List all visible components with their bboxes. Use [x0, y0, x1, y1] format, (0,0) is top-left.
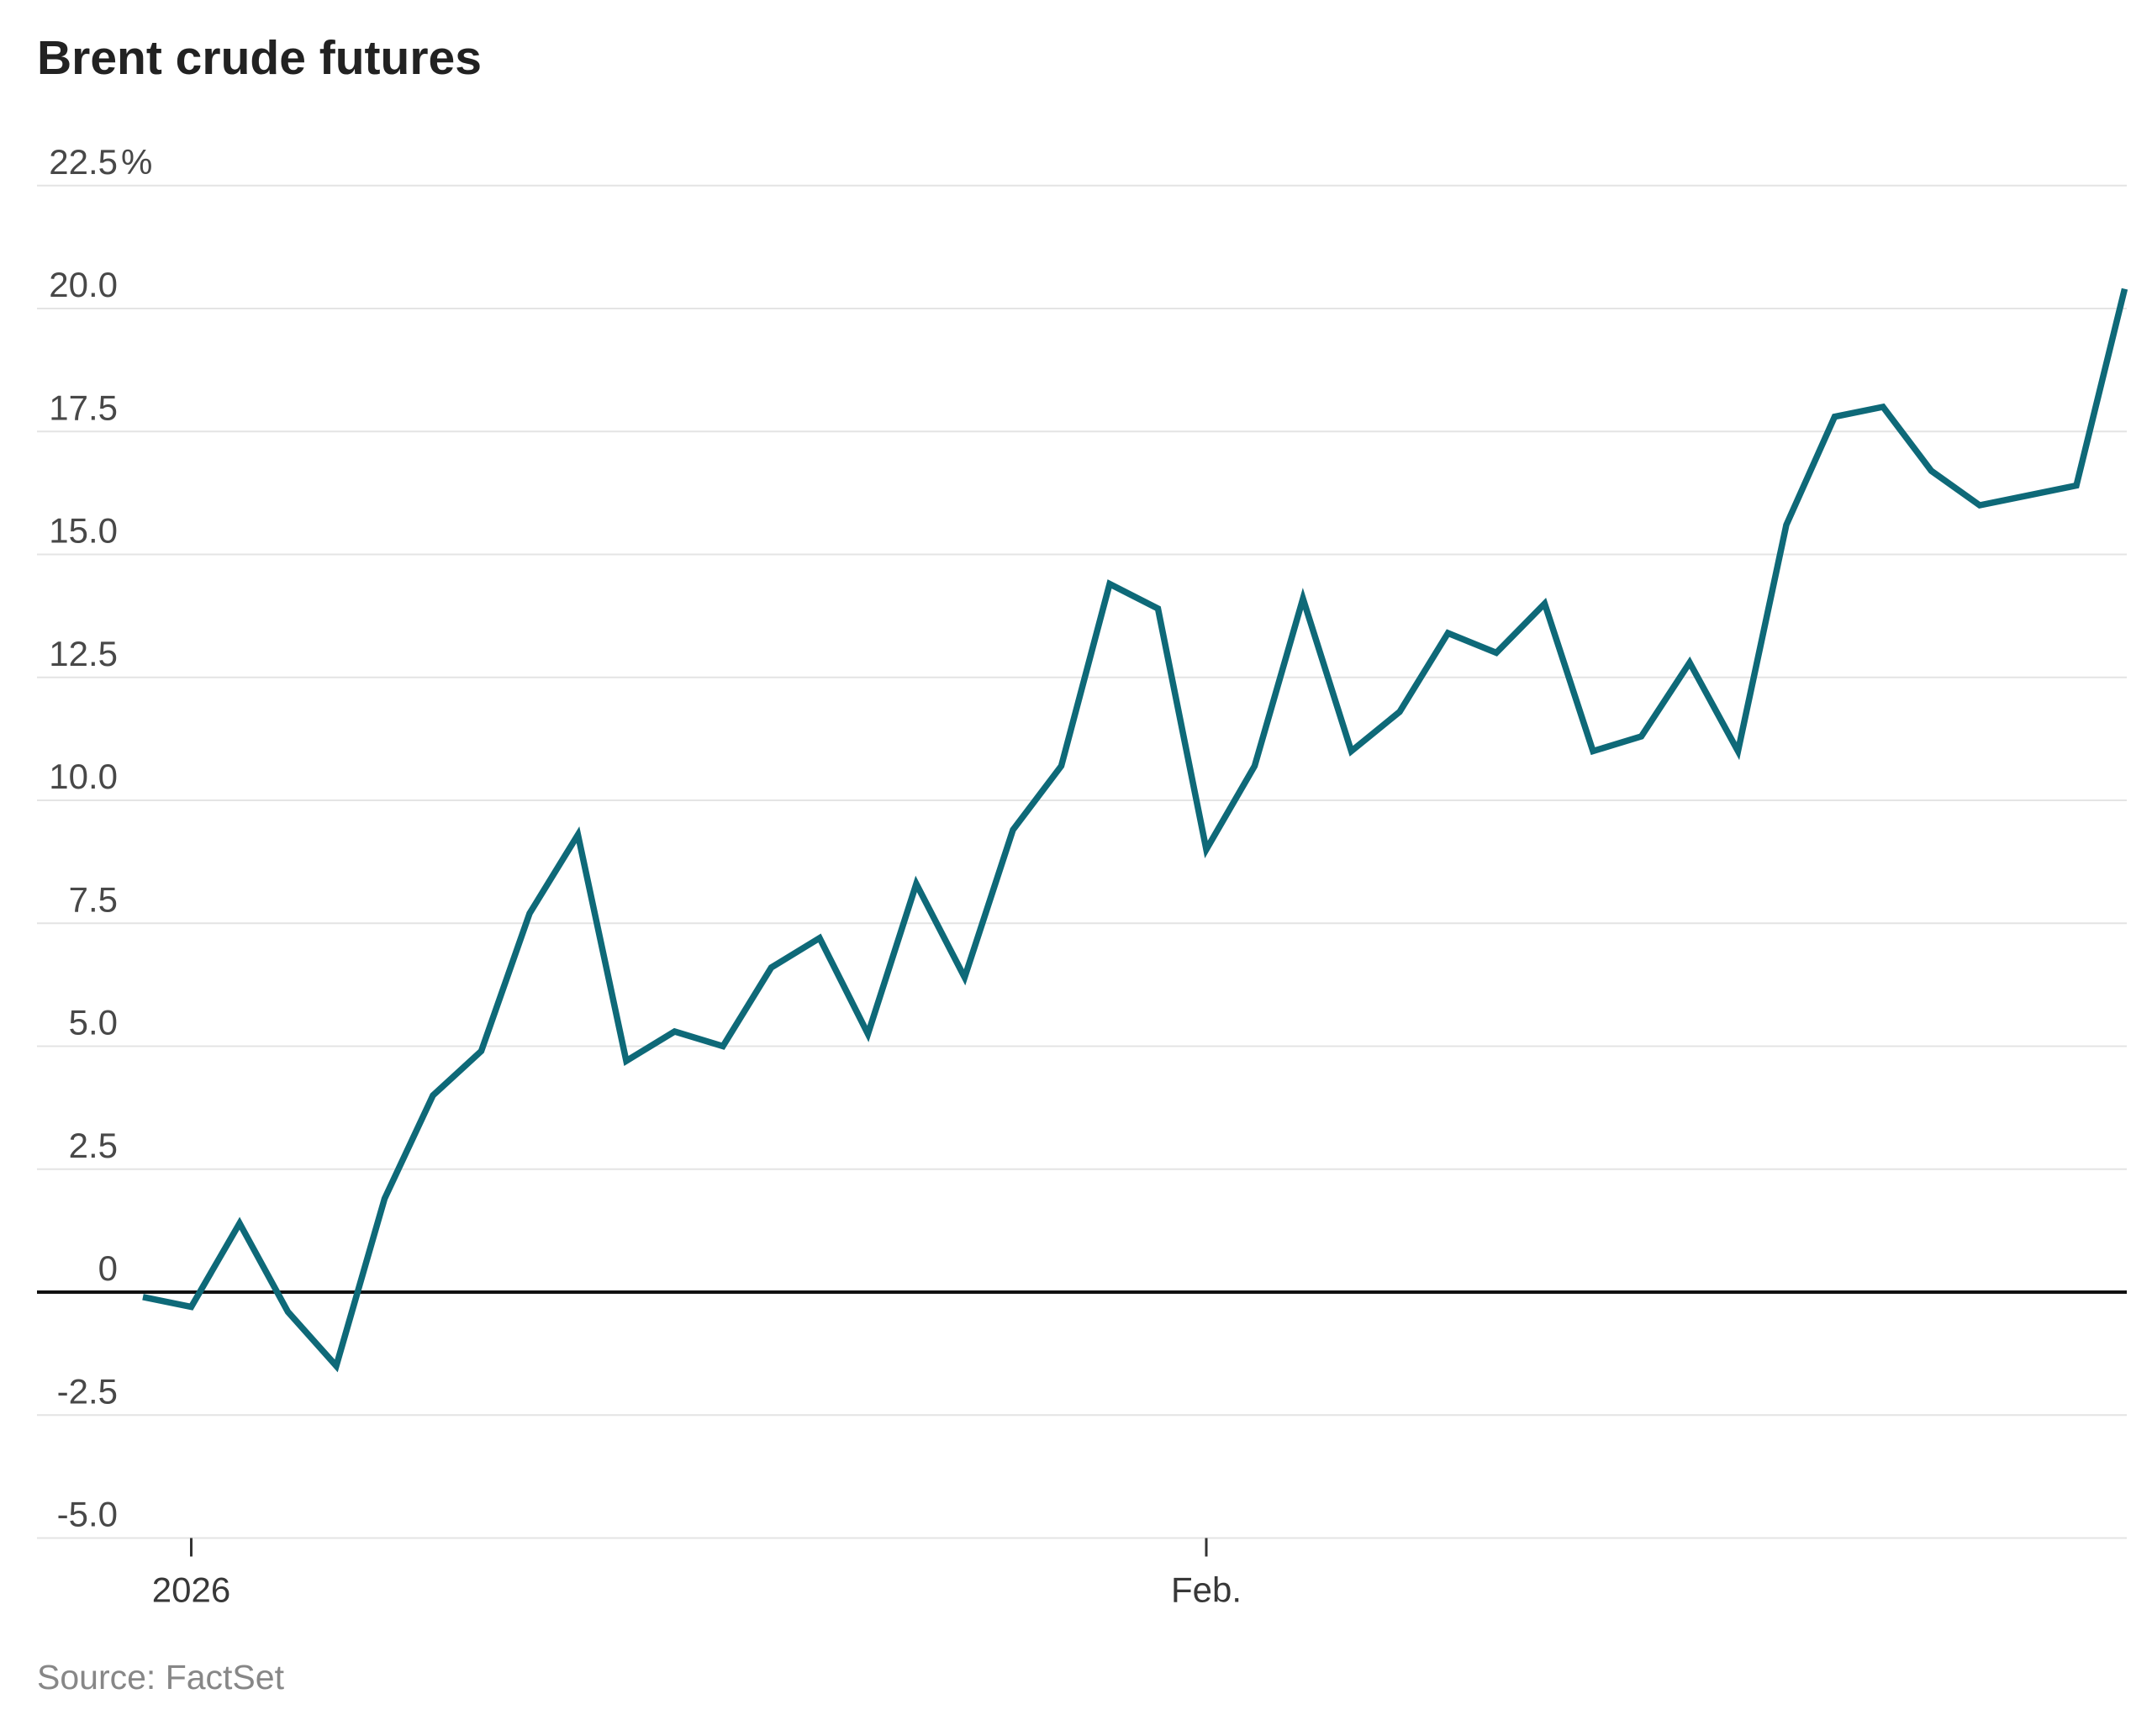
y-axis-label: 20.0	[49, 265, 118, 304]
y-axis-label: 7.5	[69, 879, 118, 919]
x-axis-label: 2026	[152, 1570, 230, 1610]
x-axis-label: Feb.	[1171, 1570, 1242, 1610]
gridline-group	[37, 184, 2127, 1539]
series-group	[142, 288, 2128, 1373]
y-axis-label: 22.5	[49, 142, 118, 182]
y-axis-label: -5.0	[57, 1495, 118, 1534]
y-axis-label: 12.5	[49, 634, 118, 673]
y-axis-label: 15.0	[49, 511, 118, 551]
price-line	[142, 288, 2128, 1373]
y-axis-label: 10.0	[49, 757, 118, 796]
y-axis-label: 2.5	[69, 1126, 118, 1165]
y-axis-label: 5.0	[69, 1003, 118, 1042]
x-axis: 2026 Feb.	[152, 1538, 1242, 1610]
y-axis-label: 17.5	[49, 388, 118, 427]
y-axis-label-suffix: %	[121, 142, 152, 182]
y-axis-label: -2.5	[57, 1371, 118, 1411]
y-axis-labels: 22.5 % 20.0 17.5 15.0 12.5 10.0 7.5 5.0 2.5 0 -2.5 -…	[49, 142, 152, 1534]
source-note: Source: FactSet	[37, 1658, 284, 1696]
chart-title: Brent crude futures	[37, 31, 482, 85]
y-axis-label: 0	[98, 1248, 118, 1288]
